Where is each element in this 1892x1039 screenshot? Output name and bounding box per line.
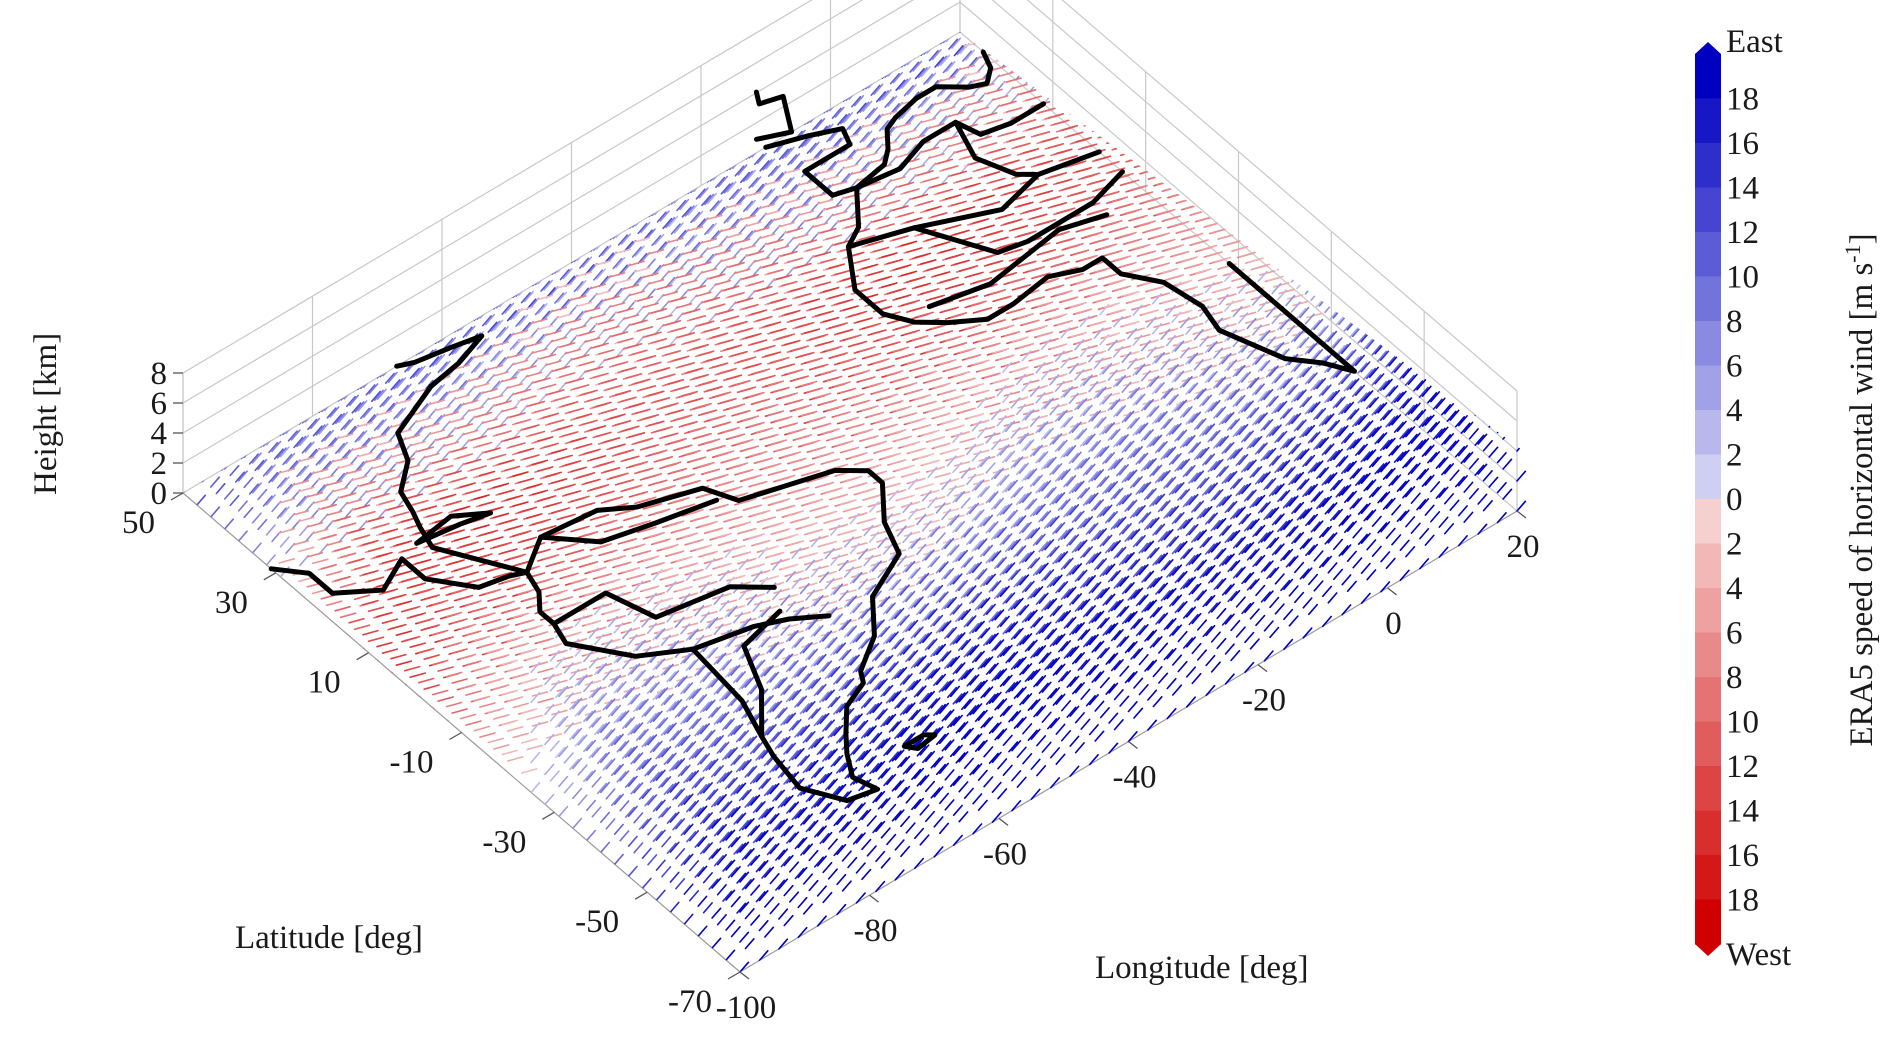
colorbar-band: [1695, 99, 1721, 144]
colorbar-band: [1695, 544, 1721, 589]
colorbar-bottom-label: West: [1726, 937, 1791, 973]
colorbar-tick-label: 10: [1726, 260, 1759, 296]
x-tick-mark: [1388, 588, 1397, 595]
colorbar-tick-label: 10: [1726, 705, 1759, 741]
x-tick-mark: [1129, 742, 1138, 749]
x-tick-mark: [870, 895, 879, 902]
latitude-axis-title: Latitude [deg]: [235, 920, 423, 956]
coastlines: [271, 52, 1354, 801]
colorbar-tick-label: 18: [1726, 82, 1759, 118]
colorbar-band: [1695, 811, 1721, 856]
colorbar-ticks: 18 16 14 12 10 8 6 4 2 0 2 4 6 8 10 12 14 16 18: [1726, 82, 1759, 919]
x-tick-label: 0: [1385, 606, 1402, 642]
colorbar-band: [1695, 499, 1721, 544]
colorbar-band: [1695, 321, 1721, 366]
colorbar-tick-label: 4: [1726, 571, 1743, 607]
colorbar-band: [1695, 410, 1721, 455]
x-tick-label: -80: [854, 913, 898, 949]
y-tick-label: -50: [575, 904, 619, 940]
x-tick-mark: [1517, 511, 1526, 518]
x-tick-mark: [1258, 665, 1267, 672]
colorbar-tick-label: 14: [1726, 794, 1759, 830]
y-tick-label: -10: [390, 745, 434, 781]
y-tick-label: -30: [482, 824, 526, 860]
y-tick-mark: [635, 892, 647, 899]
colorbar: [1695, 42, 1721, 956]
height-axis-title: Height [km]: [28, 333, 64, 495]
colorbar-tick-label: 2: [1726, 527, 1743, 563]
coast-south-america: [527, 470, 899, 800]
colorbar-tick-label: 12: [1726, 215, 1759, 251]
y-tick-mark: [171, 493, 183, 500]
colorbar-tick-label: 6: [1726, 616, 1743, 652]
wind-vector-field: [183, 0, 1525, 972]
y-tick-label: 30: [215, 585, 248, 621]
z-tick-label: 8: [151, 356, 168, 392]
colorbar-top-label: East: [1726, 24, 1783, 60]
y-tick-mark: [542, 812, 554, 819]
colorbar-band: [1695, 677, 1721, 722]
colorbar-tick-label: 6: [1726, 349, 1743, 385]
colorbar-band: [1695, 232, 1721, 277]
colorbar-band: [1695, 855, 1721, 900]
y-tick-mark: [264, 573, 276, 580]
colorbar-title-sup: -1: [1840, 244, 1865, 262]
x-tick-label: -60: [983, 836, 1027, 872]
longitude-axis-title: Longitude [deg]: [1095, 950, 1309, 986]
colorbar-west-cap: [1695, 944, 1721, 956]
colorbar-band: [1695, 143, 1721, 188]
y-tick-mark: [357, 653, 369, 660]
y-tick-label: -70: [668, 984, 712, 1020]
x-tick-mark: [740, 972, 749, 979]
colorbar-tick-label: 14: [1726, 171, 1759, 207]
colorbar-tick-label: 2: [1726, 438, 1743, 474]
x-tick-mark: [999, 818, 1008, 825]
colorbar-tick-label: 16: [1726, 126, 1759, 162]
colorbar-band: [1695, 188, 1721, 233]
latitude-ticks: 50 30 10 -10 -30 -50 -70: [122, 493, 740, 1020]
colorbar-band: [1695, 588, 1721, 633]
colorbar-tick-label: 8: [1726, 660, 1743, 696]
colorbar-tick-label: 12: [1726, 749, 1759, 785]
colorbar-band: [1695, 766, 1721, 811]
x-tick-label: -40: [1113, 760, 1157, 796]
colorbar-east-cap: [1695, 42, 1721, 54]
colorbar-band: [1695, 900, 1721, 945]
x-tick-label: -100: [716, 990, 777, 1026]
x-tick-label: 20: [1507, 529, 1540, 565]
x-tick-label: -20: [1242, 683, 1286, 719]
colorbar-band: [1695, 277, 1721, 322]
colorbar-tick-label: 0: [1726, 482, 1743, 518]
colorbar-band: [1695, 455, 1721, 500]
colorbar-band: [1695, 633, 1721, 678]
y-tick-mark: [450, 733, 462, 740]
colorbar-title: ERA5 speed of horizontal wind [m s-1]: [1840, 233, 1880, 746]
coast-british-isles: [756, 92, 791, 139]
colorbar-tick-label: 16: [1726, 838, 1759, 874]
colorbar-band: [1695, 366, 1721, 411]
colorbar-tick-label: 8: [1726, 304, 1743, 340]
y-tick-label: 10: [308, 665, 341, 701]
colorbar-tick-label: 4: [1726, 393, 1743, 429]
colorbar-tick-label: 18: [1726, 883, 1759, 919]
colorbar-band: [1695, 54, 1721, 99]
y-tick-mark: [728, 972, 740, 979]
colorbar-band: [1695, 722, 1721, 767]
